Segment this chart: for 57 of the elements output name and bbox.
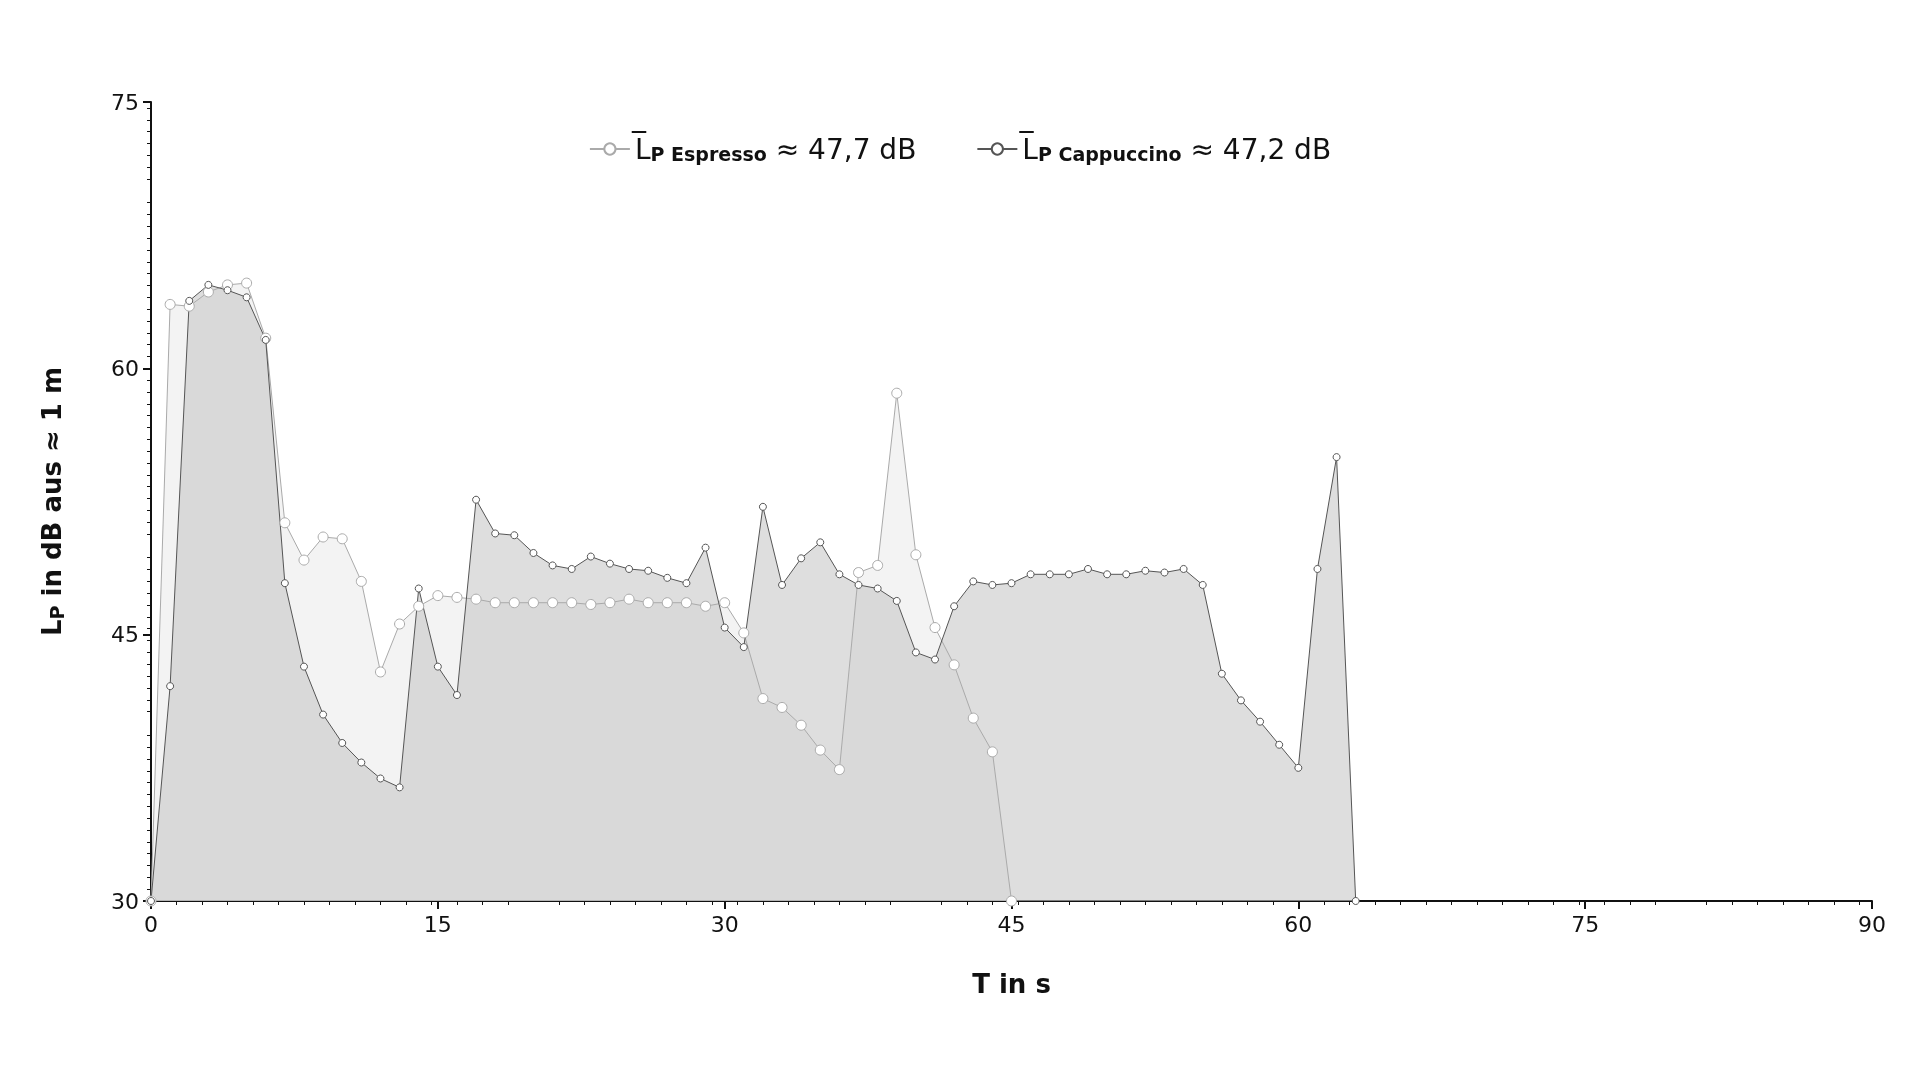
point <box>202 286 214 298</box>
point <box>986 746 998 758</box>
x-tick-label: 45 <box>997 911 1026 937</box>
point <box>317 531 329 543</box>
y-tick-label: 45 <box>111 622 139 648</box>
point <box>872 559 884 571</box>
point <box>719 597 731 609</box>
x-axis-title: T in s <box>972 969 1051 999</box>
point <box>164 298 176 310</box>
point <box>470 593 482 605</box>
point <box>374 666 386 678</box>
point <box>451 591 463 603</box>
legend-label: L̅P Espresso ≈ 47,7 dB <box>630 131 917 166</box>
point <box>642 597 654 609</box>
point <box>967 712 979 724</box>
point <box>279 517 291 529</box>
point <box>700 600 712 612</box>
point <box>814 744 826 756</box>
point <box>680 597 692 609</box>
point <box>929 622 941 634</box>
point <box>833 764 845 776</box>
point <box>776 701 788 713</box>
point <box>757 693 769 705</box>
y-tick-label: 60 <box>111 355 139 381</box>
x-tick-label: 30 <box>710 911 739 937</box>
point <box>661 597 673 609</box>
point <box>489 597 501 609</box>
y-tick-label: 75 <box>111 89 139 115</box>
point <box>566 597 578 609</box>
x-tick-label: 15 <box>423 911 452 937</box>
point <box>910 549 922 561</box>
point <box>891 387 903 399</box>
legend-label: L̅P Cappuccino ≈ 47,2 dB <box>1018 131 1332 166</box>
x-tick-label: 0 <box>144 911 158 937</box>
point <box>432 590 444 602</box>
point <box>527 597 539 609</box>
x-tick-label: 90 <box>1858 911 1886 937</box>
point <box>604 597 616 609</box>
point <box>623 593 635 605</box>
x-tick-label: 75 <box>1571 911 1600 937</box>
y-axis-title: LP in dB aus ≈ 1 m <box>36 366 68 637</box>
point <box>948 659 960 671</box>
point <box>547 597 559 609</box>
point <box>853 567 865 579</box>
point <box>413 600 425 612</box>
point <box>355 575 367 587</box>
x-tick-label: 60 <box>1284 911 1313 937</box>
point <box>336 533 348 545</box>
y-tick-label: 30 <box>111 888 139 914</box>
point <box>1006 895 1017 907</box>
point <box>585 598 597 610</box>
point <box>508 597 520 609</box>
point <box>241 277 253 289</box>
point <box>738 627 750 639</box>
point <box>298 554 310 566</box>
point <box>394 618 406 630</box>
point <box>795 719 807 731</box>
